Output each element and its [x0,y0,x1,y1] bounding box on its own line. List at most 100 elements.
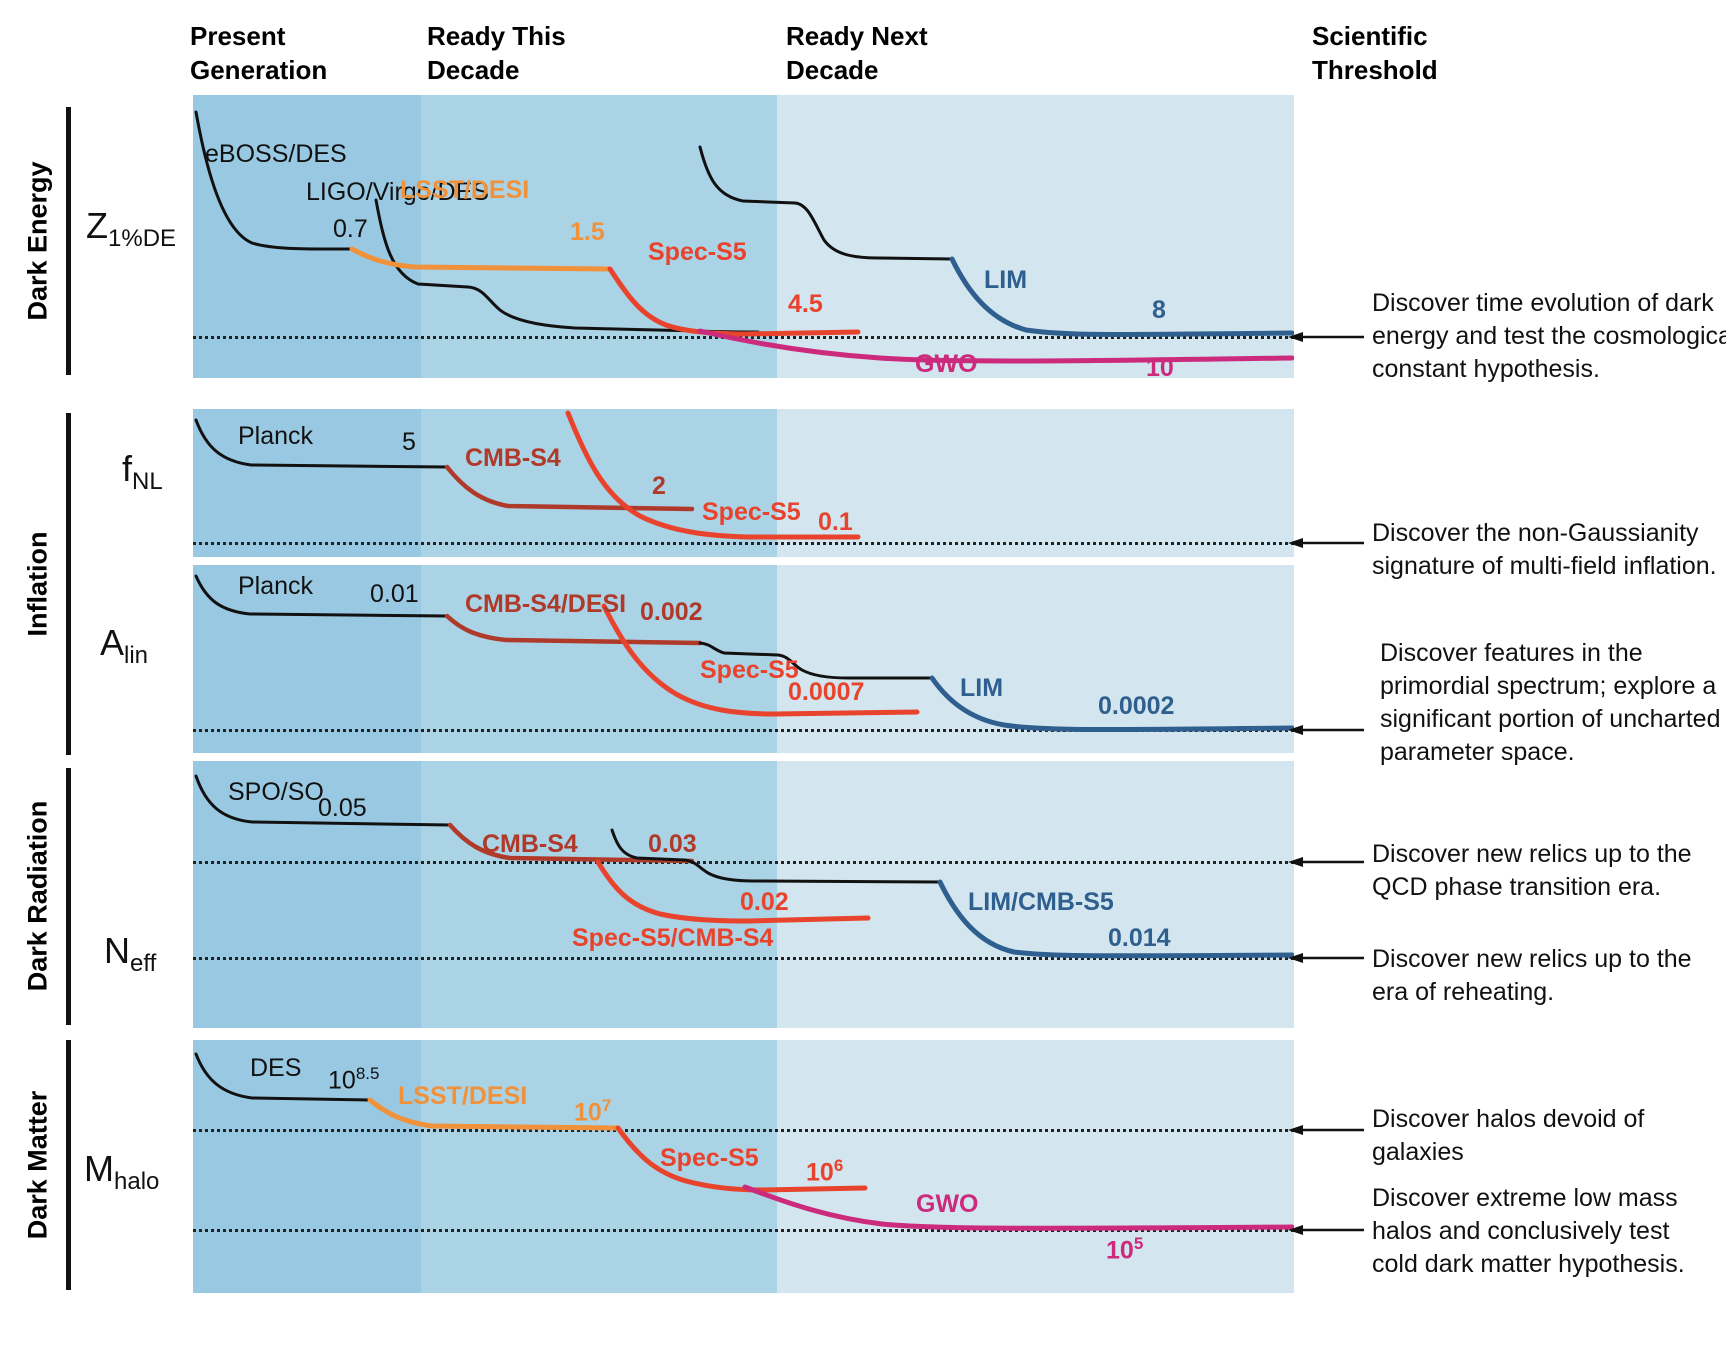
band-row5-this-decade [421,1040,777,1293]
param-a-sub: lin [124,642,149,670]
param-a-main: A [100,622,125,663]
value-lsst-desi-de: 1.5 [570,218,605,246]
curve-gwo-de [697,328,1294,364]
curve-current-next-decade-alin [698,641,934,680]
value-spec-s5-mhalo: 106 [806,1156,843,1187]
param-m-sub: halo [114,1168,160,1196]
label-lsst-desi-mhalo: LSST/DESI [398,1082,528,1110]
band-row4-next-decade [777,761,1294,1028]
arrow-icon-dark-energy [1288,332,1364,342]
band-row3-present [193,565,421,753]
param-fnl: fNL [122,448,163,496]
label-spec-s5-cmb-s4-neff: Spec-S5/CMB-S4 [572,924,774,952]
param-n-sub: eff [130,950,157,978]
curve-planck-alin [194,574,449,618]
curve-current-next-decade-neff [610,828,942,884]
section-bar-dark-energy [66,107,71,375]
section-label-dark-matter: Dark Matter [22,1090,53,1240]
value-gwo-sup: 5 [1133,1234,1144,1253]
value-spo-so-neff: 0.05 [318,794,367,822]
value-spec-s5-alin: 0.0007 [788,678,865,706]
threshold-line-fnl [193,542,1294,545]
param-f-main: f [122,448,133,489]
label-lim-cmb-s5-neff: LIM/CMB-S5 [968,888,1114,916]
band-row4-this-decade [421,761,777,1028]
value-des-base: 10 [328,1066,356,1095]
curve-spec-s5-de [607,266,861,337]
section-bar-dark-radiation [66,768,71,1025]
curves-dark-energy [194,110,1294,364]
value-spec-s5-cmb-s4-neff: 0.02 [740,888,789,916]
label-spec-s5-de: Spec-S5 [648,238,747,266]
value-spec-s5-de: 4.5 [788,290,823,318]
threshold-line-alin [193,729,1294,732]
curve-cmb-s4-fnl [444,464,695,512]
param-z-sub: 1%DE [108,225,177,253]
curve-gwo-mhalo [742,1184,1294,1231]
section-bar-inflation [66,413,71,755]
value-cmb-s4-desi-alin: 0.002 [640,598,703,626]
band-row2-next-decade [777,409,1294,557]
label-lim-alin: LIM [960,674,1004,702]
section-label-dark-radiation: Dark Radiation [22,800,53,992]
value-lsst-sup: 7 [601,1096,612,1115]
curve-lsst-desi-mhalo [367,1097,621,1131]
label-spec-s5-alin: Spec-S5 [700,656,799,684]
param-mhalo: Mhalo [84,1148,159,1196]
curve-lsst-desi-de [349,246,613,272]
value-des-sup: 8.5 [355,1064,380,1083]
header-scientific-threshold: Scientific Threshold [1312,21,1438,85]
param-neff: Neff [104,930,156,978]
goal-neff-qcd: Discover new relics up to the QCD phase … [1372,840,1692,901]
param-z1pde: Z1%DE [86,205,176,253]
value-lim-alin: 0.0002 [1098,692,1175,720]
curve-eboss-des [194,110,354,251]
curves-fnl [194,410,861,540]
label-cmb-s4-fnl: CMB-S4 [465,444,561,472]
label-des-mhalo: DES [250,1054,302,1082]
arrow-icon-mhalo-lowmass [1288,1225,1364,1235]
value-gwo-base: 10 [1106,1236,1134,1265]
param-alin: Alin [100,622,148,670]
value-lsst-desi-mhalo: 107 [574,1096,611,1127]
value-planck-alin: 0.01 [370,580,419,608]
label-lim-de: LIM [984,266,1028,294]
goal-neff-reheating: Discover new relics up to the era of reh… [1372,945,1692,1006]
section-bar-dark-matter [66,1040,71,1290]
curve-spec-s5-fnl [565,410,861,540]
label-ligo-virgo-des: LIGO/Virgo/DES [306,178,489,206]
arrow-icon-fnl [1288,538,1364,548]
value-cmb-s4-neff: 0.03 [648,830,697,858]
goal-mhalo-lowmass: Discover extreme low mass halos and conc… [1372,1184,1685,1278]
param-f-sub: NL [132,468,163,496]
value-lim-de: 8 [1152,296,1166,324]
curves-neff [194,774,1294,959]
param-m-main: M [84,1148,114,1189]
band-row2-this-decade [421,409,777,557]
band-row5-present [193,1040,421,1293]
label-gwo-mhalo: GWO [916,1190,979,1218]
threshold-line-mhalo-lowmass [193,1229,1294,1232]
curve-des-mhalo [194,1052,372,1102]
label-planck-fnl: Planck [238,422,314,450]
goal-dark-energy: Discover time evolution of dark energy a… [1372,289,1726,383]
section-label-inflation: Inflation [22,531,53,637]
curve-lim-alin [929,675,1294,733]
curve-planck-fnl [194,418,449,469]
curve-current-next-decade-de [698,145,954,261]
arrow-icon-neff-reheating [1288,953,1364,963]
value-cmb-s4-fnl: 2 [652,472,666,500]
curve-cmb-s4-neff [447,822,695,864]
value-des-mhalo: 108.5 [328,1064,379,1095]
value-eboss-des: 0.7 [333,215,368,243]
label-gwo-de: GWO [915,350,978,378]
band-row2-present [193,409,421,557]
value-planck-fnl: 5 [402,428,416,456]
value-lsst-base: 10 [574,1098,602,1127]
value-spec-s5-fnl: 0.1 [818,508,853,536]
section-label-dark-energy: Dark Energy [22,161,53,321]
curves-alin [194,574,1294,733]
band-row3-this-decade [421,565,777,753]
threshold-line-neff-reheating [193,957,1294,960]
label-cmb-s4-neff: CMB-S4 [482,830,578,858]
